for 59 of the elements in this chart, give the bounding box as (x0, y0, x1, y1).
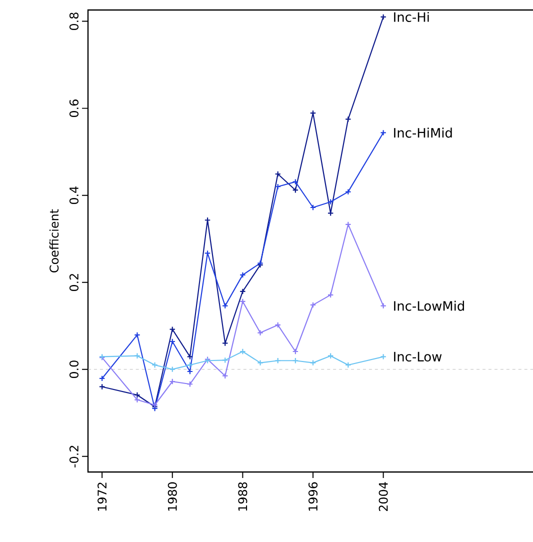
point (274, 183, 281, 190)
point (134, 352, 140, 359)
point (345, 221, 352, 228)
point (186, 362, 194, 368)
x-tick-label: 1980 (168, 482, 177, 511)
point (169, 338, 176, 345)
point (169, 378, 176, 385)
point (222, 302, 228, 309)
y-tick-label: 0.4 (69, 186, 79, 204)
point (186, 368, 194, 375)
point (204, 216, 211, 224)
point (169, 326, 176, 332)
point (310, 204, 316, 211)
point (240, 288, 246, 295)
point (274, 170, 281, 178)
series-label: Inc-HiMid (394, 128, 452, 138)
point (345, 362, 352, 368)
point (169, 366, 176, 372)
y-axis-title: Coefficient (49, 209, 59, 272)
y-tick-label: 0.6 (69, 100, 79, 118)
point (257, 360, 264, 366)
point (257, 330, 264, 336)
point (134, 332, 140, 338)
y-tick-label: 0.0 (69, 360, 79, 378)
point (274, 357, 281, 364)
point (310, 360, 316, 366)
point (292, 357, 299, 364)
x-tick-label: 1972 (98, 482, 107, 511)
point (240, 348, 246, 355)
point (292, 186, 299, 194)
point (310, 302, 316, 308)
point (292, 348, 299, 355)
point (240, 272, 246, 278)
point (222, 340, 228, 346)
point (134, 392, 140, 398)
point (345, 116, 352, 122)
series-label: Inc-Hi (394, 12, 429, 22)
series-label: Inc-LowMid (394, 300, 464, 311)
point (274, 322, 281, 328)
y-tick-label: 0.8 (69, 12, 79, 30)
y-tick-label: -0.2 (69, 446, 79, 468)
point (134, 396, 140, 403)
point (186, 354, 194, 360)
point (204, 250, 211, 256)
y-tick-label: 0.2 (69, 274, 79, 292)
x-tick-label: 2004 (378, 482, 388, 512)
point (152, 362, 158, 368)
series-label: Inc-Low (394, 352, 442, 362)
point (240, 298, 246, 305)
point (222, 372, 228, 379)
point (327, 292, 334, 298)
point (345, 188, 352, 195)
x-tick-label: 1996 (308, 482, 318, 511)
point (292, 178, 299, 185)
point (186, 380, 194, 388)
point (327, 198, 334, 205)
point (327, 352, 334, 359)
point (222, 357, 228, 364)
x-tick-label: 1988 (238, 482, 248, 511)
